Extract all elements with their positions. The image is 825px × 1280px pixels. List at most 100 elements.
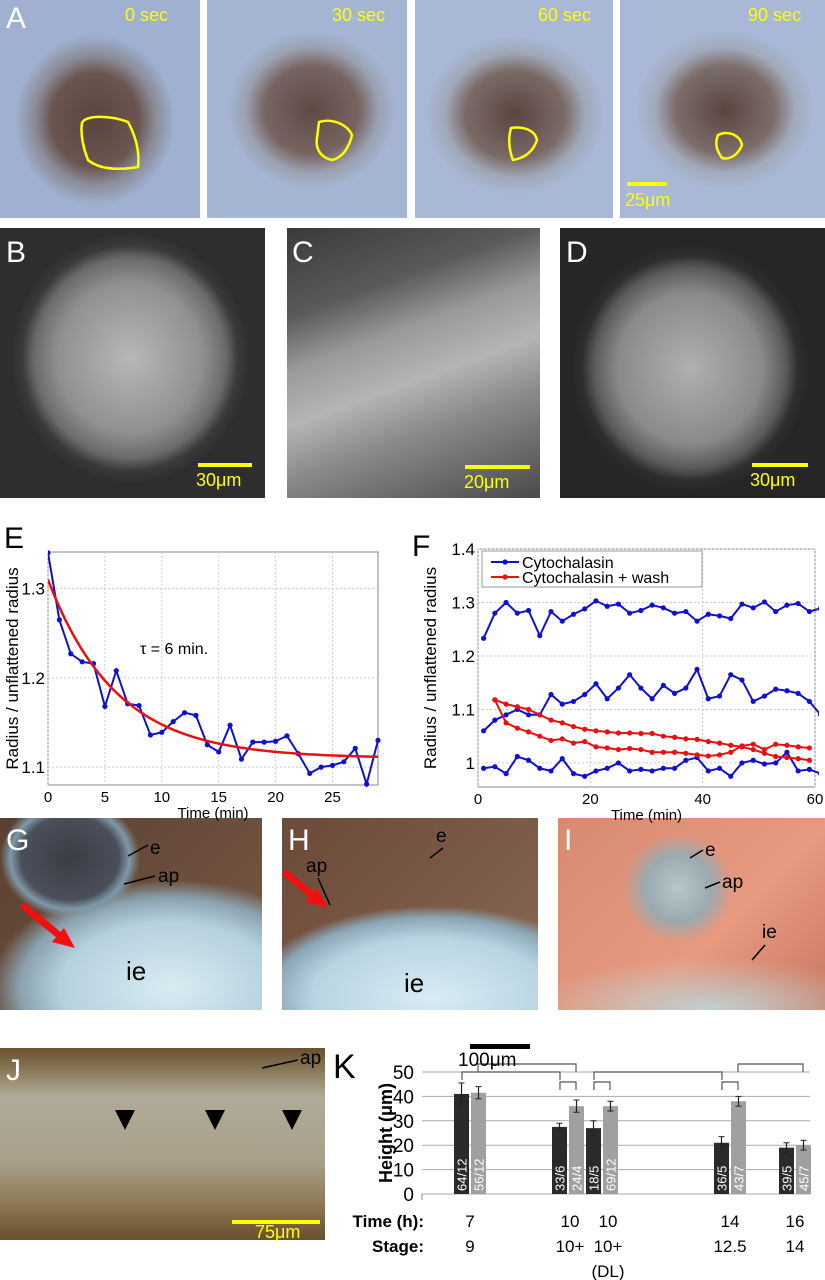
data-point	[694, 752, 700, 758]
data-point	[660, 733, 666, 739]
y-tick-label: 40	[393, 1087, 414, 1108]
data-point	[683, 757, 689, 763]
data-point	[750, 741, 756, 747]
data-point	[261, 739, 267, 745]
data-point	[627, 768, 633, 774]
data-point	[503, 720, 509, 726]
label-e: e	[705, 840, 716, 861]
data-point	[705, 768, 711, 774]
timestamp-0: 0 sec	[125, 5, 169, 25]
series-cytochalasin-wash-1	[492, 697, 812, 763]
legend-label: Cytochalasin	[522, 555, 614, 572]
data-point	[761, 599, 768, 605]
panel-a-frame-2	[415, 0, 613, 218]
data-point	[514, 725, 520, 731]
data-point	[525, 712, 532, 718]
stage-row-label: Stage:	[372, 1237, 424, 1256]
bar	[471, 1092, 486, 1194]
legend-marker	[502, 574, 508, 580]
series-cytochalasin-3	[481, 749, 819, 779]
legend-marker	[502, 559, 508, 565]
data-point	[136, 702, 142, 709]
n-label: 64/12	[455, 1158, 470, 1191]
data-point	[364, 781, 370, 787]
data-point	[773, 741, 779, 747]
x-tick-label: 5	[101, 789, 109, 806]
n-label: 33/6	[553, 1166, 568, 1191]
data-point	[559, 701, 565, 707]
data-point	[818, 771, 819, 776]
data-point	[818, 712, 819, 717]
data-point	[615, 685, 622, 691]
data-point	[716, 693, 723, 699]
data-point	[784, 602, 790, 608]
y-tick-label: 1	[466, 754, 475, 773]
data-point	[615, 746, 622, 753]
series-cytochalasin-2	[481, 666, 819, 734]
y-tick-label: 30	[393, 1112, 414, 1133]
data-point	[582, 726, 588, 732]
bar	[586, 1128, 601, 1194]
panel-j-micrograph	[0, 1048, 325, 1240]
n-label: 18/5	[587, 1166, 602, 1191]
data-point	[102, 703, 108, 710]
legend-box	[481, 550, 703, 588]
label-ie: ie	[762, 922, 777, 943]
data-point	[481, 728, 487, 734]
data-point	[525, 729, 532, 735]
data-point	[582, 738, 588, 745]
series-line	[482, 667, 819, 732]
y-tick-label: 10	[393, 1161, 414, 1182]
y-tick-label: 1.1	[451, 700, 475, 719]
data-point	[284, 733, 290, 739]
data-point	[548, 608, 554, 615]
significance-bracket	[737, 1063, 804, 1072]
data-point	[90, 660, 97, 667]
data-point	[750, 605, 756, 611]
data-point	[570, 771, 577, 777]
data-point	[761, 746, 768, 753]
data-point	[537, 733, 543, 739]
data-point	[627, 745, 633, 752]
data-point	[773, 753, 779, 760]
data-point	[649, 768, 655, 774]
data-point	[761, 693, 768, 699]
panel-label-f: F	[412, 530, 431, 563]
data-point	[514, 753, 520, 760]
label-ie: ie	[126, 956, 147, 986]
y-tick-label: 1.4	[451, 540, 475, 559]
x-tick-label: 25	[324, 789, 341, 806]
panel-a-frame-1	[207, 0, 407, 218]
data-point	[683, 608, 689, 615]
data-point	[750, 746, 756, 753]
data-point	[570, 723, 577, 730]
significance-bracket	[721, 1081, 739, 1090]
data-point	[492, 610, 498, 616]
data-point	[784, 688, 790, 694]
data-point	[593, 728, 599, 734]
n-label: 39/5	[780, 1166, 795, 1191]
data-point	[375, 737, 381, 743]
data-point	[570, 740, 577, 746]
bar	[714, 1142, 729, 1194]
data-point	[525, 706, 532, 713]
cell-outline	[315, 119, 354, 162]
data-point	[649, 749, 655, 755]
stage-value: 10+	[556, 1237, 585, 1256]
data-point	[671, 690, 678, 697]
data-point	[761, 761, 768, 767]
time-value: 7	[465, 1212, 474, 1231]
significance-bracket	[593, 1071, 723, 1080]
data-point	[716, 740, 723, 746]
data-point	[570, 611, 577, 617]
y-tick-label: 1.2	[21, 669, 45, 688]
series-cytochalasin-1	[481, 598, 819, 641]
significance-bracket	[461, 1071, 561, 1080]
data-point	[503, 701, 509, 707]
n-label: 45/7	[797, 1166, 812, 1191]
panel-label-g: G	[6, 824, 30, 857]
data-point	[170, 719, 176, 725]
x-tick-label: 0	[474, 791, 482, 808]
data-point	[739, 760, 745, 766]
timestamp-30: 30 sec	[332, 5, 386, 25]
